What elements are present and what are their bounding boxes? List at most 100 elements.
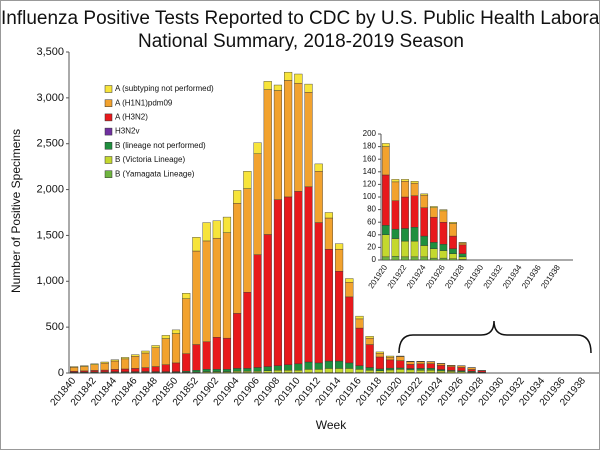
bar-segment (182, 353, 191, 372)
bar-segment (304, 361, 313, 370)
bar-segment (324, 368, 333, 373)
bar-segment (345, 362, 354, 369)
bar-segment (355, 318, 364, 329)
bar-segment (131, 356, 140, 369)
legend-label: H3N2v (115, 127, 139, 136)
title-line: Influenza Positive Tests Reported to CDC… (1, 8, 600, 29)
bar-segment (401, 256, 409, 261)
bar-segment (345, 368, 354, 373)
bar-segment (429, 248, 438, 259)
bar-segment (233, 313, 242, 369)
y-tick-label: 20 (367, 243, 376, 252)
bar-segment (222, 232, 232, 339)
bar-segment (80, 365, 89, 367)
bar-segment (410, 181, 419, 184)
bar-segment (416, 368, 425, 371)
bar-segment (420, 193, 429, 196)
bar-segment (420, 207, 429, 237)
bar-segment (439, 221, 448, 245)
bar-segment (141, 367, 150, 372)
legend-label: A (H1N1)pdm09 (115, 98, 173, 107)
bar-segment (90, 370, 99, 373)
bar-segment (182, 298, 191, 354)
bar-segment (410, 227, 419, 242)
bar-segment (420, 194, 429, 208)
y-tick-label: 200 (363, 129, 377, 138)
bar-segment (439, 250, 448, 259)
bar-segment (429, 207, 438, 218)
bar-segment (420, 245, 429, 258)
bar-segment (151, 347, 160, 367)
bar-segment (161, 364, 170, 372)
bar-segment (222, 216, 232, 233)
bar-segment (355, 315, 364, 320)
bar-segment (314, 362, 323, 370)
bar-segment (182, 293, 191, 299)
bar-segment (233, 370, 242, 373)
bar-segment (375, 356, 384, 370)
bar-segment (202, 240, 211, 343)
bar-segment (202, 222, 211, 242)
bar-segment (284, 370, 293, 373)
bar-segment (467, 367, 476, 370)
bar-segment (401, 196, 409, 229)
bar-segment (426, 370, 435, 373)
bar-segment (90, 363, 99, 365)
y-tick-label: 500 (46, 321, 64, 333)
y-tick-label: 160 (363, 154, 377, 163)
bar-segment (324, 248, 333, 362)
bar-segment (396, 360, 405, 369)
bar-segment (449, 223, 457, 237)
y-tick-label: 180 (363, 142, 377, 151)
bar-segment (381, 143, 390, 147)
bar-segment (391, 228, 400, 239)
bar-segment (391, 179, 400, 183)
bar-segment (391, 238, 400, 257)
bar-segment (458, 253, 467, 258)
legend-swatch (104, 170, 113, 178)
bar-segment (243, 368, 252, 372)
bar-segment (375, 351, 384, 354)
bar-segment (263, 89, 272, 235)
bar-segment (449, 248, 457, 254)
y-tick-label: 80 (367, 205, 376, 214)
bar-segment (171, 329, 181, 334)
bar-segment (429, 257, 438, 261)
bar-segment (100, 362, 109, 371)
bar-segment (314, 222, 323, 364)
bar-segment (381, 174, 390, 226)
bar-segment (467, 369, 476, 372)
bar-segment (90, 364, 99, 371)
bar-segment (439, 210, 448, 223)
bar-segment (375, 368, 384, 371)
bar-segment (335, 270, 344, 362)
bar-segment (457, 367, 466, 371)
bar-segment (263, 366, 272, 371)
bar-segment (401, 181, 409, 198)
bar-segment (70, 367, 79, 372)
bar-segment (263, 81, 272, 90)
y-tick-label: 40 (367, 230, 376, 239)
legend-label: B (lineage not performed) (115, 141, 206, 150)
legend-swatch (104, 142, 113, 150)
inset-brace (398, 320, 592, 354)
bar-segment (426, 363, 435, 369)
bar-segment (355, 327, 364, 366)
legend-label: B (Victoria Lineage) (115, 155, 185, 164)
bar-segment (212, 369, 221, 372)
bar-segment (381, 234, 390, 258)
bar-segment (406, 361, 415, 365)
bar-segment (406, 368, 415, 371)
y-tick-label: 1,500 (36, 229, 64, 241)
bar-segment (416, 370, 425, 373)
bar-segment (365, 337, 374, 345)
bar-segment (192, 237, 201, 252)
bar-segment (141, 350, 150, 354)
bar-segment (410, 182, 419, 196)
bar-segment (70, 366, 79, 368)
bar-segment (458, 242, 467, 244)
bar-segment (381, 225, 390, 236)
bar-segment (447, 371, 456, 373)
